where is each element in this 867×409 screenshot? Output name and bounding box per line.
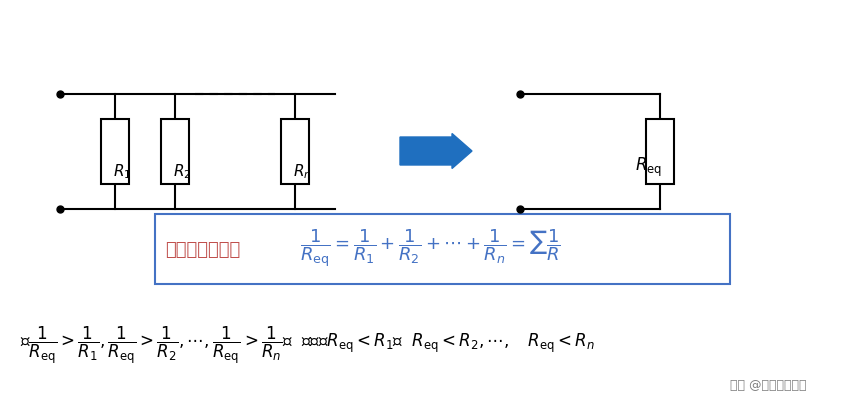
Text: $R_{\rm eq}$: $R_{\rm eq}$ <box>635 155 662 179</box>
Text: $\dfrac{1}{R_{\rm eq}} = \dfrac{1}{R_1} + \dfrac{1}{R_2} + \cdots + \dfrac{1}{R_: $\dfrac{1}{R_{\rm eq}} = \dfrac{1}{R_1} … <box>299 227 560 268</box>
Text: $R_2$: $R_2$ <box>173 162 192 180</box>
Bar <box>646 120 674 184</box>
Text: 电阻并联公式：: 电阻并联公式： <box>165 240 240 258</box>
Text: 头条 @技成电工课堂: 头条 @技成电工课堂 <box>730 378 806 391</box>
Text: $R_n$: $R_n$ <box>293 162 311 180</box>
Bar <box>281 120 309 184</box>
FancyBboxPatch shape <box>155 214 730 284</box>
Bar <box>101 120 129 184</box>
Text: $R_1$: $R_1$ <box>113 162 131 180</box>
Bar <box>161 120 189 184</box>
FancyArrow shape <box>400 134 472 169</box>
Text: 由$\dfrac{1}{R_{\rm eq}}>\dfrac{1}{R_1},\dfrac{1}{R_{\rm eq}}>\dfrac{1}{R_2},\cdo: 由$\dfrac{1}{R_{\rm eq}}>\dfrac{1}{R_1},\… <box>20 324 595 365</box>
